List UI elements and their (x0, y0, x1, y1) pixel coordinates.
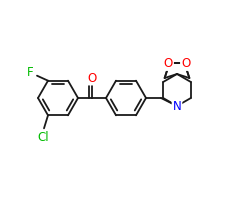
Text: N: N (173, 99, 181, 112)
Text: O: O (87, 72, 97, 84)
Text: O: O (181, 57, 190, 70)
Text: Cl: Cl (37, 131, 49, 144)
Text: O: O (164, 57, 173, 70)
Text: F: F (27, 66, 33, 79)
